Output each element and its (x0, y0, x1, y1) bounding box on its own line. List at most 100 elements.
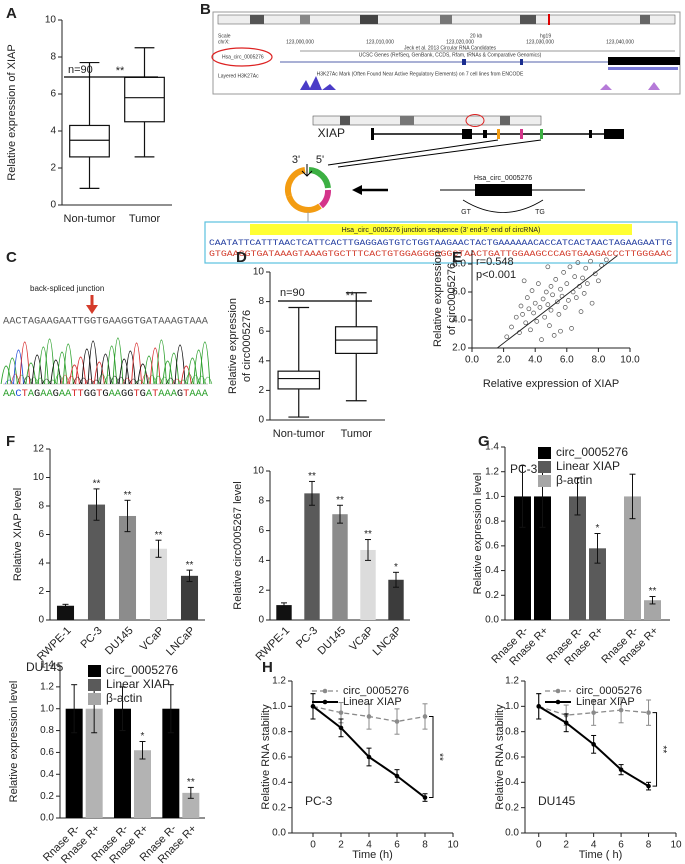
x-tick-label: 10.0 (620, 355, 640, 366)
y-tick-label: 0.8 (40, 725, 54, 736)
significance: * (596, 523, 600, 534)
x-tick-label: 2.0 (497, 355, 511, 366)
browser-text: Scale (218, 33, 231, 39)
significance: ** (186, 560, 194, 571)
y-tick-label: 1.2 (40, 681, 54, 692)
ideogram-band (400, 116, 414, 125)
junction-title: Hsa_circ_0005276 junction sequence (3' e… (342, 227, 541, 234)
browser-text: UCSC Genes (RefSeq, GenBank, CCDS, Rfam,… (359, 52, 542, 58)
ideogram-band (520, 15, 536, 24)
circ-track-label: Hsa_circ_0005276 (222, 54, 264, 60)
trace-peak (91, 379, 101, 385)
point (583, 265, 589, 271)
trace-peak (23, 375, 33, 385)
x-tick-label: 4 (591, 840, 597, 851)
bar (56, 605, 75, 620)
significance: * (141, 731, 145, 742)
legend-swatch (538, 447, 551, 459)
browser-text: H3K27Ac Mark (Often Found Near Active Re… (317, 71, 524, 77)
point (556, 312, 562, 317)
y-tick-label: 0.2 (272, 802, 286, 813)
x-tick-label: 6 (618, 840, 624, 851)
box (277, 370, 321, 390)
trace-peak (81, 348, 93, 385)
point (534, 319, 540, 324)
trace-peak (137, 363, 149, 385)
point (523, 320, 529, 326)
trace-peak (48, 379, 57, 385)
point (580, 275, 585, 281)
bar (162, 708, 180, 818)
legend-marker (322, 699, 328, 705)
legend-label: Linear XIAP (556, 459, 620, 473)
y-tick-label: 10 (45, 15, 57, 26)
bar (644, 600, 661, 620)
y-tick-label: 0.4 (505, 777, 519, 788)
y-tick-label: 0.6 (272, 752, 286, 763)
trace-peak (44, 338, 56, 385)
sanger-annotation: back-spliced junction (30, 284, 104, 293)
x-tick-label: 0 (536, 840, 542, 851)
y-tick-label: 1.2 (505, 676, 519, 687)
trace-peak (193, 349, 205, 385)
point (584, 281, 590, 286)
exon (540, 129, 543, 139)
trace-peak (11, 373, 20, 385)
exon (462, 59, 466, 65)
significance: ** (649, 586, 657, 597)
y-tick-label: 2.0 (452, 343, 466, 354)
annotation: p<0.001 (476, 269, 516, 281)
legend-swatch (538, 461, 551, 473)
legend-label: Linear XIAP (576, 696, 635, 708)
marker (422, 714, 428, 719)
annotation: ** (346, 290, 355, 302)
marker (536, 704, 542, 709)
x-tick-label: DU145 (315, 625, 348, 658)
marker (366, 714, 372, 719)
x-tick-label: 4.0 (528, 355, 542, 366)
marker (646, 783, 651, 789)
circ-arc (285, 167, 306, 197)
ideogram-band (300, 15, 310, 24)
browser-position: 123,010,000 (366, 39, 394, 45)
bar (624, 496, 641, 620)
bar (304, 493, 320, 620)
y-tick-label: 0 (258, 615, 264, 626)
x-axis-label: Time ( h) (579, 849, 623, 861)
point (603, 257, 609, 263)
box (69, 124, 110, 158)
y-axis-label: Relative expression level (472, 473, 484, 595)
bar (514, 496, 531, 620)
point (536, 281, 541, 286)
legend-label: circ_0005276 (106, 663, 178, 677)
y-tick-label: 0.6 (505, 752, 519, 763)
x-tick-label: 8 (422, 840, 428, 851)
y-tick-label: 4 (258, 555, 264, 566)
point (573, 295, 579, 300)
point (596, 278, 601, 284)
y-tick-label: 6.0 (452, 287, 466, 298)
bar (276, 605, 292, 620)
significance: ** (93, 479, 101, 490)
point (521, 278, 527, 284)
y-tick-label: 4 (38, 558, 44, 569)
splice-site: GT (461, 209, 471, 216)
y-tick-label: 6 (50, 89, 56, 100)
point (558, 328, 563, 334)
trace-peak (180, 365, 192, 385)
y-axis-label: Relative expression (432, 251, 444, 347)
point (532, 300, 538, 306)
exon (589, 130, 592, 138)
subtitle: PC-3 (510, 462, 538, 476)
y-tick-label: 1.4 (40, 660, 54, 671)
y-tick-label: 8 (258, 495, 264, 506)
ideogram-band (360, 15, 378, 24)
trace-peak (116, 376, 126, 385)
point (551, 333, 557, 338)
x-tick-label: LNCaP (371, 625, 405, 659)
circ-arc (286, 194, 322, 213)
y-tick-label: 4.0 (452, 315, 466, 326)
exon (462, 129, 472, 139)
junction-sequence: CAATATTCATTTAACTCATTCACTTGAGGAGTGTCTGGTA… (209, 239, 672, 248)
